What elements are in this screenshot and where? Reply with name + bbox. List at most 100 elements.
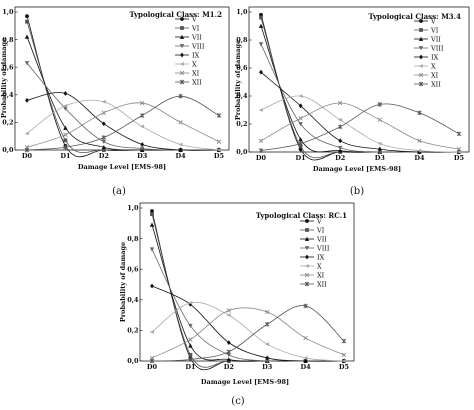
data-point [226,357,231,362]
data-point [298,122,303,127]
y-tick-label: 0,0 [2,146,14,154]
legend-label: X [317,262,322,270]
x-tick-label: D3 [262,363,273,371]
data-point [258,148,264,153]
legend-item: XII [414,80,441,88]
y-tick-label: 0,0 [236,148,248,156]
legend-marker [180,26,184,30]
series-xi [258,100,462,152]
legend-item: VIII [300,244,330,252]
data-point [377,141,382,146]
y-tick-label: 0,8 [2,36,14,44]
data-point [63,138,68,143]
x-tick-label: D0 [147,363,158,371]
legend-marker [305,228,309,232]
data-point [188,337,193,342]
legend-marker [419,54,423,60]
data-point [264,342,270,347]
legend-item: XII [300,280,327,288]
data-point [258,138,264,144]
legend-marker [418,36,424,41]
y-tick-label: 0,2 [236,120,247,128]
legend-label: VI [191,24,200,32]
x-tick-label: D1 [296,154,306,162]
series-x [24,99,221,152]
legend-label: VI [430,26,439,34]
data-point [63,106,68,111]
legend-item: VIII [175,42,205,50]
legend-label: XII [192,78,202,86]
legend-marker [419,28,423,32]
data-point [377,146,382,152]
x-tick-label: D4 [301,363,312,371]
data-point [377,150,382,155]
data-point [178,120,183,125]
x-tick-label: D4 [414,154,425,162]
y-tick-label: 0,0 [127,357,139,365]
legend-item: XII [175,78,202,86]
series-line [26,62,220,151]
data-point [264,309,270,315]
legend-label: VIII [316,244,330,252]
data-point [338,138,343,144]
legend-item: X [300,262,322,270]
x-axis-label: Damage Level [EMS-98] [201,378,289,386]
data-point [188,352,193,357]
data-point [298,137,303,142]
data-point [417,148,422,153]
y-tick-label: 0,4 [127,296,139,304]
data-point [456,146,462,152]
data-point [188,343,193,348]
legend-item: VII [175,33,202,41]
data-point [303,335,308,341]
data-point [25,14,29,19]
legend-item: VI [175,24,200,32]
data-point [63,144,68,150]
panel-caption-c: (c) [231,396,245,407]
data-point [341,352,347,358]
legend-label: V [430,17,436,25]
legend-item: IX [175,51,200,59]
legend-marker [418,72,424,78]
series-line [151,301,345,362]
legend-label: V [191,15,197,23]
data-point [101,121,106,127]
x-tick-label: D0 [256,154,267,162]
legend-label: XII [431,80,441,88]
series-line [260,103,460,151]
series-line [151,285,345,362]
series-line [260,17,459,159]
legend-item: VII [300,235,327,243]
x-tick-label: D4 [176,152,187,160]
data-point [298,116,303,121]
legend-item: IX [300,253,325,261]
data-point [24,147,30,153]
series-line [26,102,220,148]
x-tick-label: D0 [22,152,33,160]
x-tick-label: D3 [375,154,386,162]
data-point [258,108,263,112]
data-point [338,148,343,153]
x-axis-label: Damage Level [EMS-98] [78,163,166,171]
series-layer [24,14,222,158]
data-point [216,148,221,152]
data-point [258,23,264,28]
x-tick-label: D5 [339,363,350,371]
legend-marker [180,52,184,58]
legend-marker [180,17,184,21]
legend-label: XI [192,69,200,77]
y-axis-label: Probability of damage [234,40,242,120]
data-point [178,93,183,99]
data-point [63,103,68,108]
series-line [26,95,220,151]
legend-label: VI [316,226,325,234]
legend-marker [304,281,310,287]
y-tick-label: 0,2 [2,119,13,127]
y-tick-label: 0,6 [236,64,248,72]
series-line [260,25,459,153]
legend-label: V [316,217,322,225]
data-point [303,356,308,360]
data-point [226,340,231,346]
data-point [259,15,263,20]
